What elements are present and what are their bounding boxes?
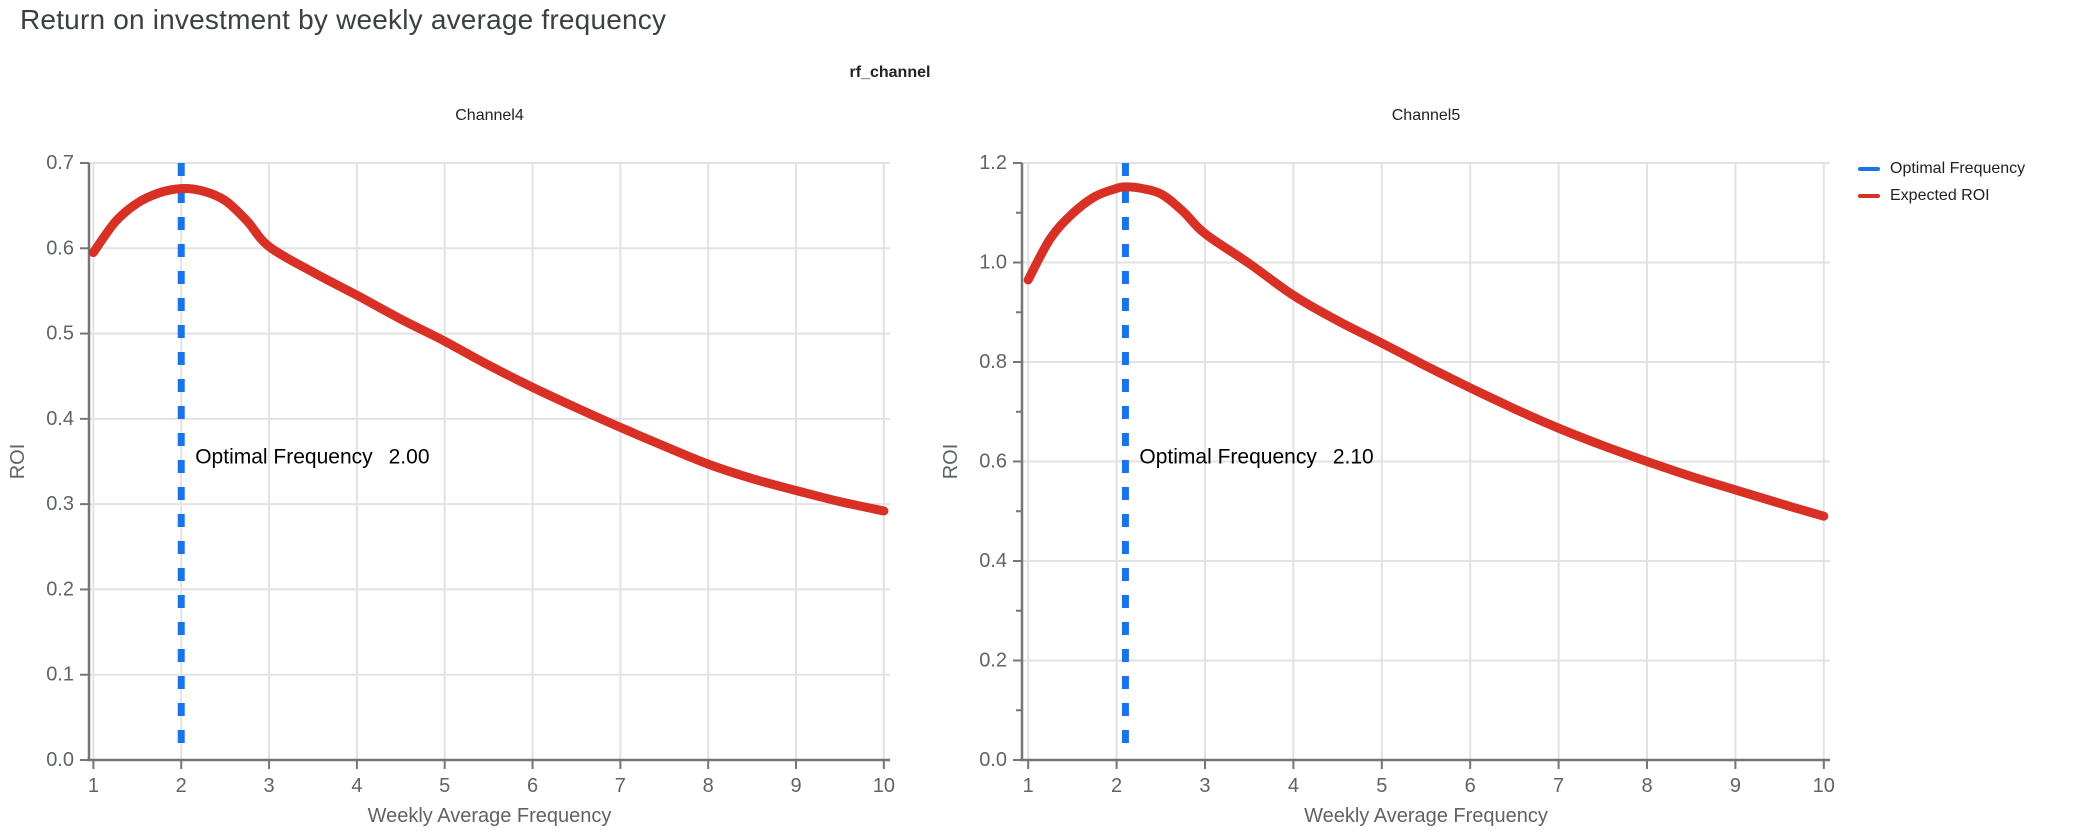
x-tick-label: 5 xyxy=(439,775,450,797)
legend: Optimal Frequency Expected ROI xyxy=(1858,160,2025,214)
y-tick-label: 0.8 xyxy=(979,351,1007,373)
expected-roi-curve xyxy=(88,184,889,516)
legend-label: Optimal Frequency xyxy=(1890,160,2026,177)
x-tick-label: 6 xyxy=(527,775,538,797)
legend-item-expected-roi: Expected ROI xyxy=(1858,187,2025,205)
x-tick-label: 3 xyxy=(1199,775,1210,797)
subplot-title-channel5: Channel5 xyxy=(1391,107,1461,124)
subplot-Channel5: 0.0 0.2 0.4 0.6 0.8 1.0 1.2 1 2 3 4 5 6 7 8 9 10 Weekly A… xyxy=(940,152,1835,827)
x-tick-label: 7 xyxy=(615,775,626,797)
expected-roi-line-swatch xyxy=(1858,194,1880,198)
x-tick-label: 1 xyxy=(1023,775,1034,797)
y-tick-label: 0.2 xyxy=(46,578,74,600)
subplot-Channel4: 0.0 0.1 0.2 0.3 0.4 0.5 0.6 0.7 1 2 3 4 5 6 7 8 9 10 Weekl… xyxy=(7,152,895,827)
x-axis-title: Weekly Average Frequency xyxy=(1304,805,1548,827)
y-axis-title: ROI xyxy=(7,444,29,480)
x-tick-label: 10 xyxy=(1813,775,1835,797)
x-tick-label: 5 xyxy=(1376,775,1387,797)
expected-roi-curve xyxy=(1023,182,1829,521)
x-tick-label: 6 xyxy=(1465,775,1476,797)
y-tick-label: 0.0 xyxy=(46,749,74,771)
x-tick-label: 7 xyxy=(1553,775,1564,797)
legend-item-optimal-frequency: Optimal Frequency xyxy=(1858,160,2025,178)
x-tick-label: 8 xyxy=(703,775,714,797)
x-tick-label: 4 xyxy=(351,775,362,797)
x-tick-label: 1 xyxy=(88,775,99,797)
optimal-frequency-line-swatch xyxy=(1858,167,1880,171)
x-tick-label: 2 xyxy=(1111,775,1122,797)
subplot-title-channel4: Channel4 xyxy=(455,107,524,124)
y-tick-label: 0.6 xyxy=(46,237,74,259)
legend-label: Expected ROI xyxy=(1890,187,1990,204)
y-tick-label: 1.2 xyxy=(979,152,1007,174)
figure-subtitle: rf_channel xyxy=(849,64,931,81)
optimal-frequency-annotation: Optimal Frequency 2.10 xyxy=(1139,445,1373,468)
x-axis-title: Weekly Average Frequency xyxy=(368,805,612,827)
y-tick-label: 0.6 xyxy=(979,451,1007,473)
y-tick-label: 0.4 xyxy=(46,408,74,430)
y-axis-title: ROI xyxy=(940,444,962,480)
y-tick-label: 0.3 xyxy=(46,493,74,515)
y-tick-label: 1.0 xyxy=(979,252,1007,274)
y-tick-label: 0.5 xyxy=(46,323,74,345)
optimal-frequency-annotation: Optimal Frequency 2.00 xyxy=(195,445,429,468)
x-tick-label: 4 xyxy=(1288,775,1299,797)
x-tick-label: 3 xyxy=(263,775,274,797)
x-tick-label: 8 xyxy=(1641,775,1652,797)
x-tick-label: 10 xyxy=(873,775,895,797)
y-tick-label: 0.2 xyxy=(979,650,1007,672)
y-tick-label: 0.1 xyxy=(46,664,74,686)
y-tick-label: 0.7 xyxy=(46,152,74,174)
page-title: Return on investment by weekly average f… xyxy=(20,4,667,35)
y-tick-label: 0.0 xyxy=(979,749,1007,771)
x-tick-label: 9 xyxy=(790,775,801,797)
x-tick-label: 9 xyxy=(1730,775,1741,797)
x-tick-label: 2 xyxy=(176,775,187,797)
y-tick-label: 0.4 xyxy=(979,550,1007,572)
